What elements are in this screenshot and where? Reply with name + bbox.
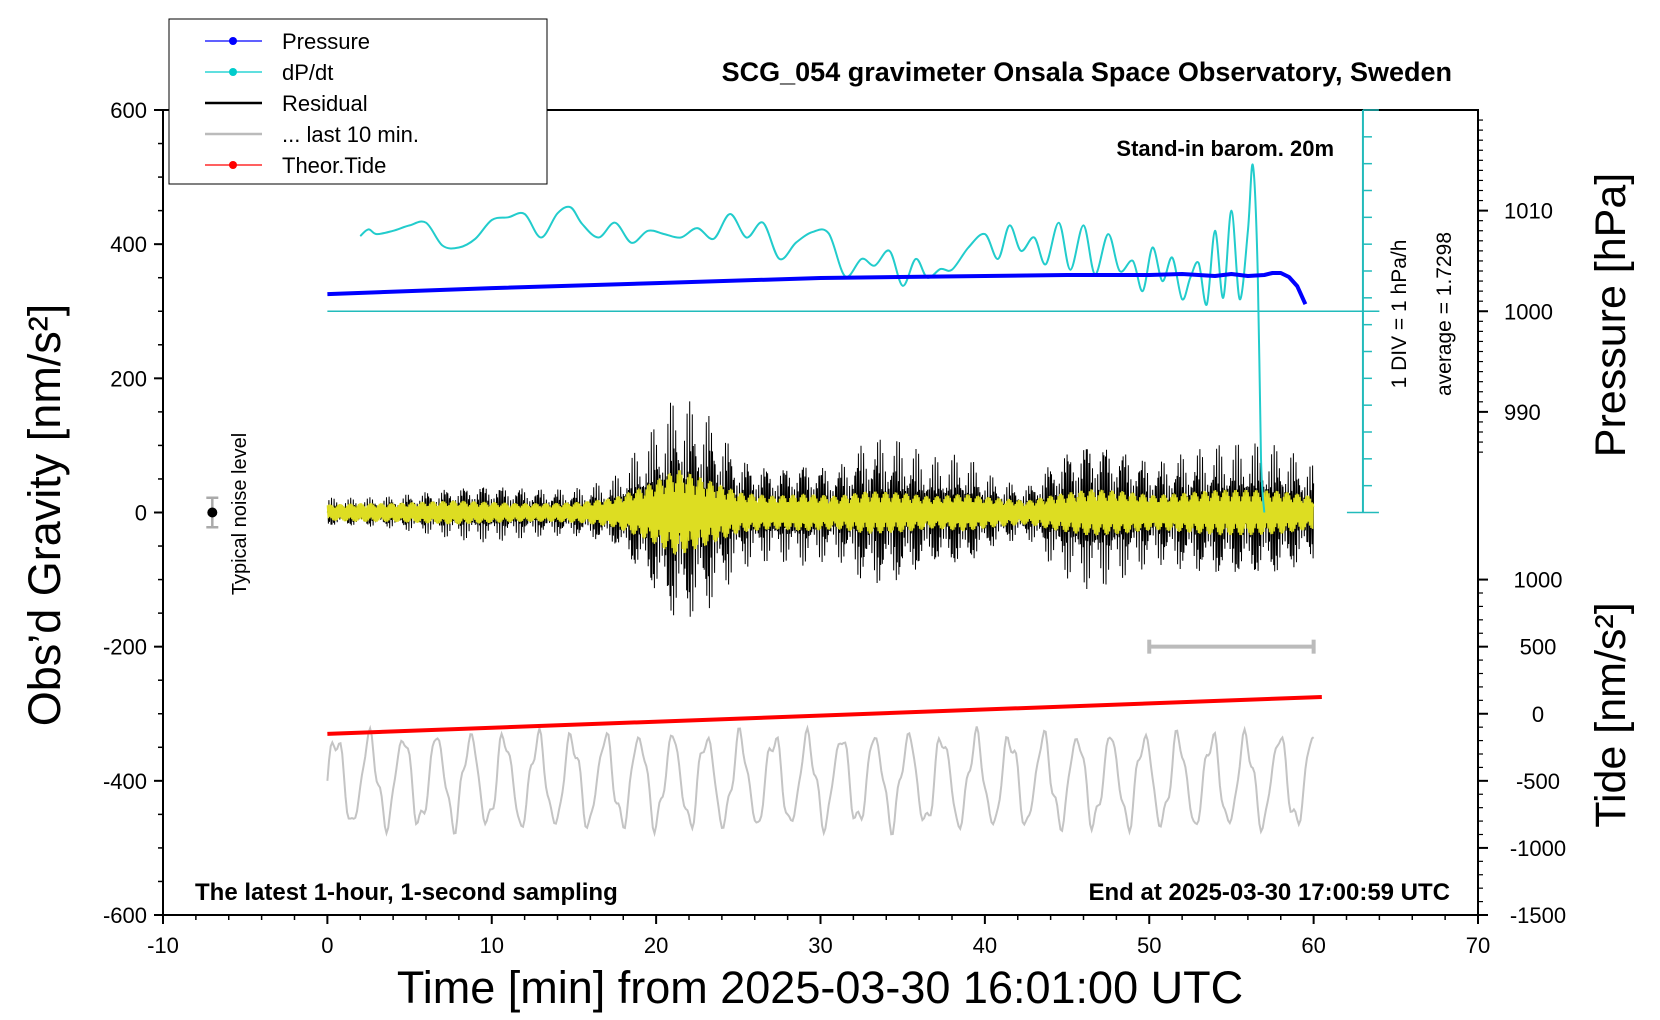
x-tick-label: 60 (1301, 933, 1325, 958)
noise-level-point (207, 507, 218, 518)
legend-label-pressure: Pressure (282, 29, 370, 54)
y-axis-label-gravity: Obs’d Gravity [nm/s²] (19, 304, 70, 727)
y-axis-label-tide: Tide [nm/s²] (1587, 602, 1635, 827)
pressure-series-line (327, 271, 1308, 306)
filtered-residual-series-line (326, 470, 1315, 555)
noise-note: Typical noise level (229, 433, 251, 595)
pressure-tick-label: 1010 (1504, 199, 1553, 224)
x-tick-label: 30 (808, 933, 832, 958)
average-note: average = 1.7298 (1433, 232, 1456, 396)
x-tick-label: 50 (1137, 933, 1161, 958)
barometer-note: Stand-in barom. 20m (1116, 136, 1334, 161)
legend-marker-dp-dt (229, 68, 237, 76)
pressure-tick-label: 990 (1504, 400, 1541, 425)
x-tick-label: 10 (480, 933, 504, 958)
dpdt-scale-bar (1346, 109, 1379, 514)
y-tick-label: 200 (110, 366, 147, 391)
y-tick-label: 600 (110, 98, 147, 123)
y-tick-label: -400 (103, 769, 147, 794)
chart-title: SCG_054 gravimeter Onsala Space Observat… (722, 57, 1452, 87)
dpdt-series-line (359, 163, 1266, 513)
tide-tick-label: 1000 (1514, 568, 1563, 593)
legend-marker-theor-tide (229, 161, 237, 169)
y-axis-gravity: -600 -400 -200 0 200 400 600 (103, 98, 163, 928)
y-tick-label: 0 (135, 501, 147, 526)
series-layer (326, 163, 1380, 838)
legend-label-theor-tide: Theor.Tide (282, 153, 386, 178)
end-time-note: End at 2025-03-30 17:00:59 UTC (1089, 879, 1451, 906)
tide-tick-label: 0 (1532, 702, 1544, 727)
x-tick-label: 0 (321, 933, 333, 958)
tide-tick-label: -1000 (1510, 836, 1566, 861)
legend-marker-pressure (229, 37, 237, 45)
x-tick-label: 40 (973, 933, 997, 958)
x-tick-label: 20 (644, 933, 668, 958)
y-axis-pressure: 990 1000 1010 (1478, 119, 1553, 453)
legend-label-residual: Residual (282, 91, 368, 116)
x-tick-label: -10 (147, 933, 179, 958)
pressure-tick-label: 1000 (1504, 299, 1553, 324)
tide-tick-label: -500 (1516, 769, 1560, 794)
legend-label-last-10-min: ... last 10 min. (282, 122, 419, 147)
x-axis: -10 0 10 20 30 40 50 60 70 (147, 915, 1490, 958)
legend-box (168, 18, 548, 185)
last-10-min-series-line (326, 724, 1315, 838)
tide-tick-label: 500 (1520, 635, 1557, 660)
tide-tick-label: -1500 (1510, 903, 1566, 928)
y-tick-label: -600 (103, 903, 147, 928)
y-axis-label-pressure: Pressure [hPa] (1587, 173, 1635, 457)
legend-label-dp-dt: dP/dt (282, 60, 333, 85)
y-tick-label: -200 (103, 635, 147, 660)
div-note: 1 DIV = 1 hPa/h (1388, 240, 1411, 389)
y-axis-tide: -1500 -1000 -500 0 500 1000 (1478, 568, 1566, 928)
legend: Pressure dP/dt Residual ... last 10 min. The… (168, 18, 548, 185)
noise-level-marker (206, 496, 219, 529)
x-axis-label: Time [min] from 2025-03-30 16:01:00 UTC (397, 962, 1243, 1013)
sampling-note: The latest 1-hour, 1-second sampling (195, 879, 618, 906)
y-tick-label: 400 (110, 232, 147, 257)
x-tick-label: 70 (1466, 933, 1490, 958)
theoretical-tide-series-line (327, 694, 1322, 736)
last-10-min-range-bar (1147, 639, 1316, 654)
